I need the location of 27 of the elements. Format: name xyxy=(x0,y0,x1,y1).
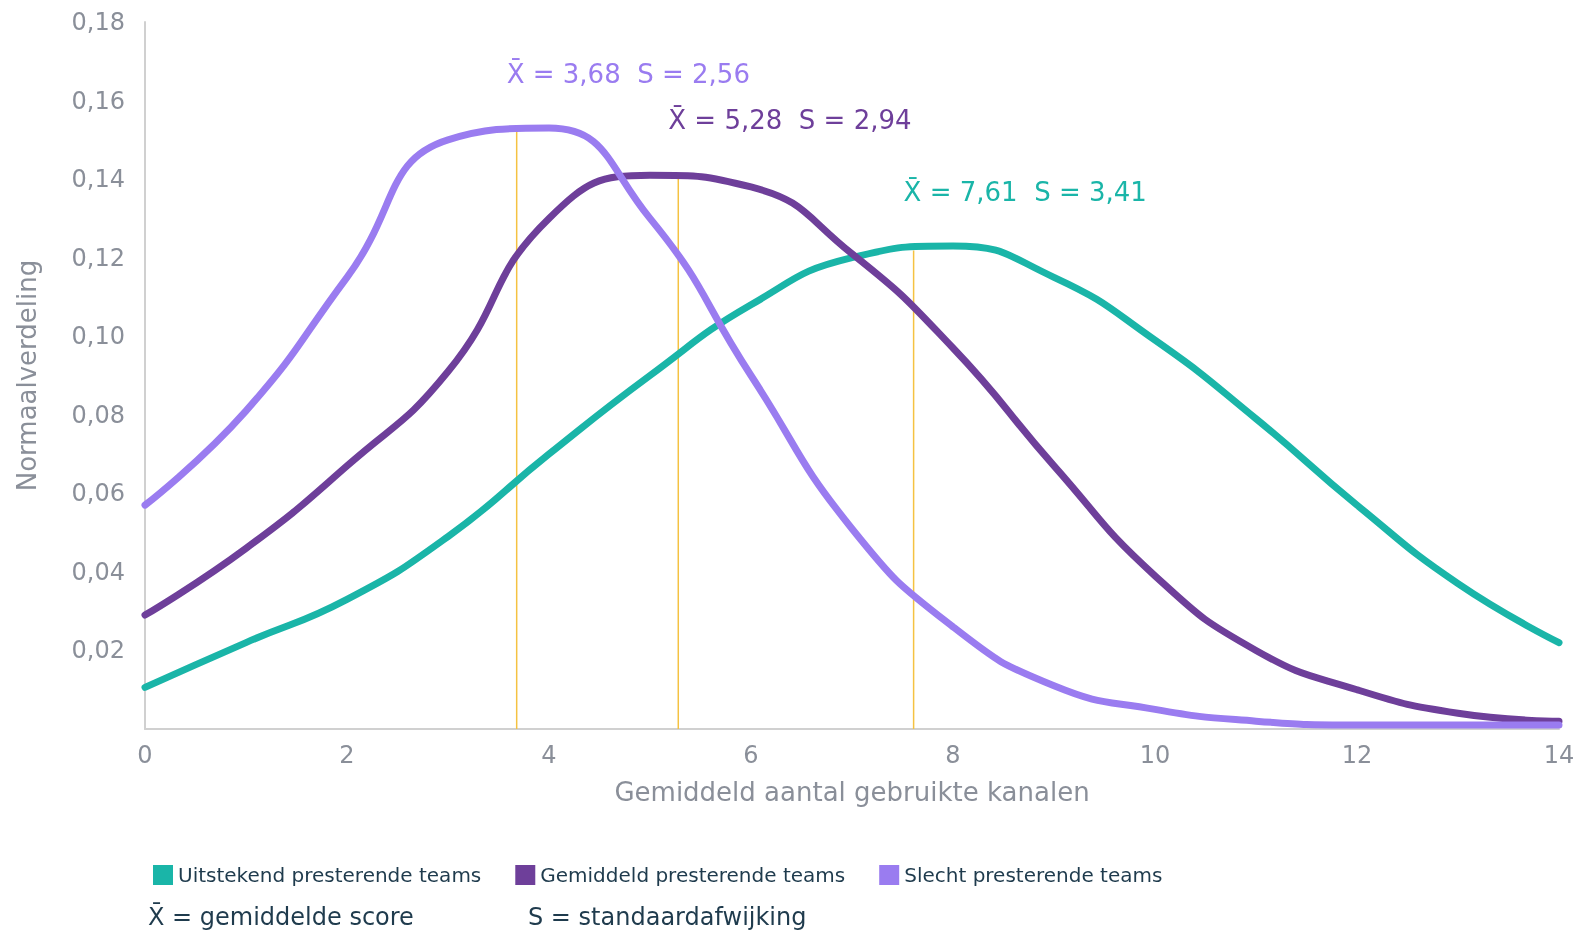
y-tick-label: 0,18 xyxy=(71,8,125,36)
y-tick-label: 0,12 xyxy=(71,243,125,272)
x-tick-label: 0 xyxy=(137,741,153,769)
x-tick-label: 10 xyxy=(1139,741,1171,769)
text: X̄ = gemiddelde score xyxy=(148,901,414,931)
y-tick-label: 0,02 xyxy=(71,636,125,665)
ref-line-label: X̄ = 5,28 S = 2,94 xyxy=(668,104,912,136)
legend-label: Uitstekend presterende teams xyxy=(178,863,482,887)
x-axis-title: Gemiddeld aantal gebruikte kanalen xyxy=(614,777,1090,807)
x-tick-label: 2 xyxy=(339,741,355,769)
y-tick-label: 0,16 xyxy=(71,86,125,115)
y-tick-label: 0,14 xyxy=(71,165,125,194)
x-tick-label: 8 xyxy=(945,741,961,769)
ref-line-label: X̄ = 7,61 S = 3,41 xyxy=(903,176,1147,208)
x-tick-label: 6 xyxy=(743,741,759,769)
x-tick-label: 12 xyxy=(1341,741,1373,769)
y-tick-label: 0,04 xyxy=(71,557,125,586)
y-tick-label: 0,10 xyxy=(71,322,125,351)
x-tick-label: 14 xyxy=(1543,741,1575,769)
y-tick-label: 0,08 xyxy=(71,400,125,429)
legend-label: Slecht presterende teams xyxy=(904,863,1163,887)
text: S = standaardafwijking xyxy=(528,903,807,931)
y-tick-label: 0,06 xyxy=(71,479,125,508)
y-axis-title: Normaalverdeling xyxy=(12,259,42,492)
ref-line-label: X̄ = 3,68 S = 2,56 xyxy=(506,58,750,89)
legend-label: Gemiddeld presterende teams xyxy=(540,863,846,887)
x-tick-label: 4 xyxy=(541,741,557,769)
